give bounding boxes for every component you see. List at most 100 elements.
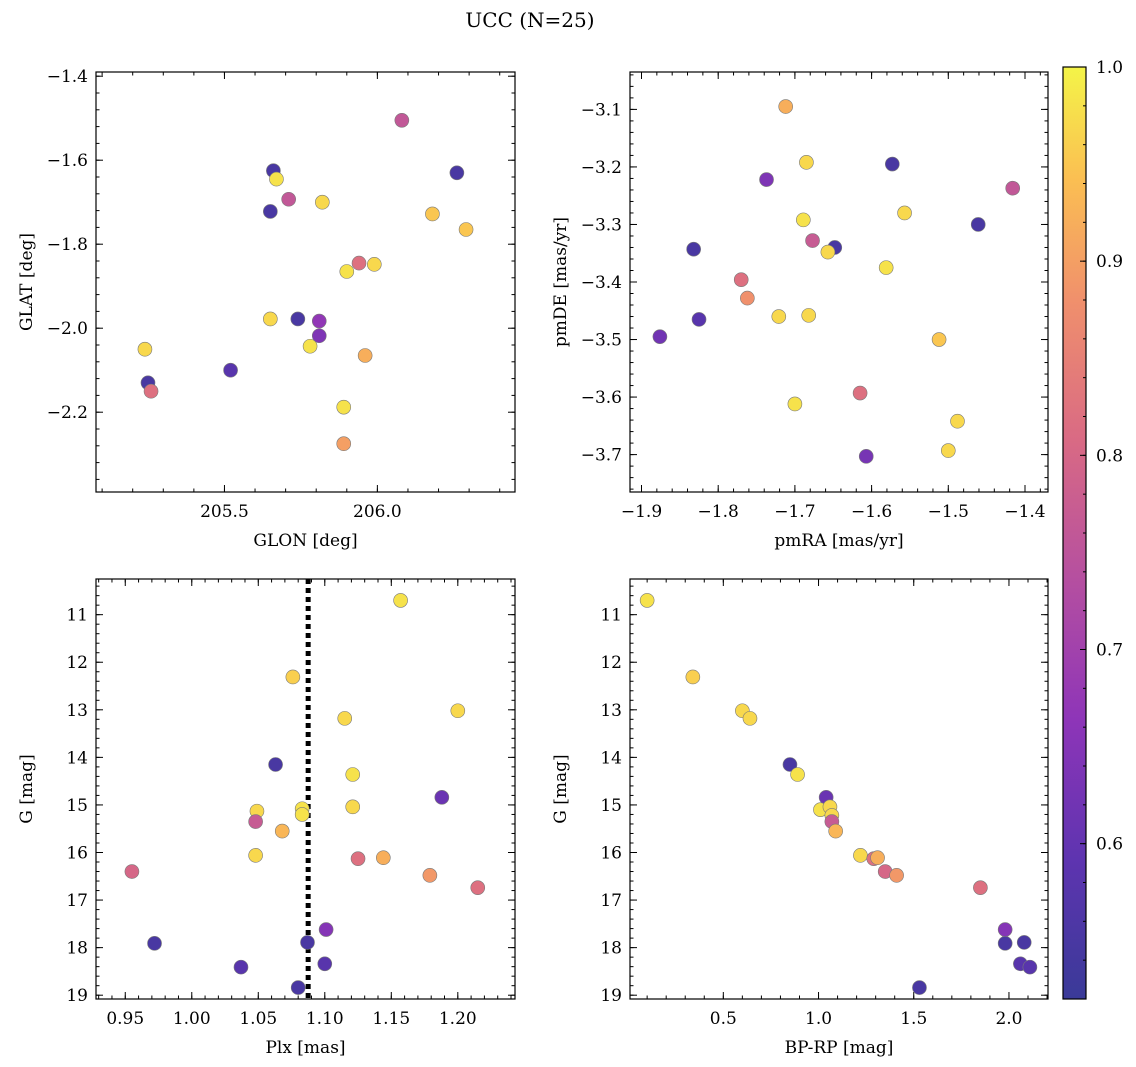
data-point	[294, 807, 310, 822]
data-point	[771, 309, 787, 324]
panel-top-left: 205.5 206.0 −2.2 −2.0 −1.8 −1.6 −1.4 GLON [deg]…	[17, 67, 516, 551]
y-tick-label: 19	[66, 986, 88, 1006]
data-point	[940, 443, 956, 458]
data-point	[470, 880, 486, 895]
data-point	[931, 332, 947, 347]
data-point	[422, 868, 438, 883]
data-point	[870, 850, 885, 866]
data-point	[367, 257, 382, 272]
axis-ticks	[96, 579, 515, 999]
data-point	[885, 156, 900, 172]
y-tick-label: 16	[600, 843, 622, 863]
data-point	[796, 212, 811, 228]
y-axis-label: pmDE [mas/yr]	[551, 217, 571, 347]
colorbar-tick-label: 0.8	[1096, 446, 1123, 466]
y-tick-label: 19	[600, 986, 622, 1006]
x-axis-label: GLON [deg]	[253, 531, 357, 551]
y-tick-label: 13	[66, 701, 88, 721]
data-point	[337, 711, 353, 726]
data-point	[311, 313, 327, 329]
data-point	[434, 790, 450, 805]
data-point	[782, 757, 798, 772]
data-point	[787, 396, 803, 412]
data-layer	[124, 579, 486, 999]
data-point	[351, 255, 367, 271]
x-tick-label: 1.00	[173, 1009, 211, 1029]
data-point	[858, 449, 874, 464]
axis-ticks	[630, 579, 1048, 999]
y-tick-label: 15	[600, 796, 622, 816]
colorbar: 0.6 0.7 0.8 0.9 1.0	[1062, 58, 1123, 1000]
y-axis-label: G [mag]	[17, 754, 37, 823]
data-point	[263, 204, 278, 219]
y-tick-label: 13	[600, 701, 622, 721]
data-point	[1022, 959, 1038, 975]
y-tick-label: 15	[66, 796, 88, 816]
data-point	[350, 851, 366, 866]
data-point	[852, 385, 868, 401]
x-tick-label: −1.8	[698, 502, 739, 522]
data-point	[345, 767, 361, 782]
x-tick-label: 1.05	[239, 1009, 277, 1029]
data-point	[740, 290, 755, 306]
data-point	[1016, 935, 1032, 950]
data-point	[300, 935, 315, 950]
y-tick-label: 16	[66, 843, 88, 863]
data-point	[853, 848, 868, 863]
data-point	[759, 172, 774, 187]
colorbar-tick-label: 1.0	[1096, 58, 1123, 78]
y-tick-label: 14	[600, 748, 622, 768]
data-point	[686, 241, 701, 257]
y-tick-label: −1.4	[47, 67, 88, 87]
data-point	[691, 312, 707, 327]
plot-frame	[629, 578, 1049, 1000]
data-point	[248, 814, 263, 829]
colorbar-tick-label: 0.9	[1096, 252, 1123, 272]
data-point	[290, 980, 306, 995]
data-point	[336, 399, 352, 415]
data-point	[339, 264, 355, 279]
y-tick-label: −3.2	[581, 158, 622, 178]
x-tick-label: 1.15	[372, 1009, 410, 1029]
data-point	[889, 868, 904, 883]
x-tick-label: −1.4	[1004, 502, 1045, 522]
data-point	[425, 206, 440, 222]
data-point	[269, 171, 284, 187]
data-point	[124, 864, 140, 879]
data-point	[318, 922, 334, 937]
data-point	[805, 233, 820, 248]
data-point	[652, 329, 668, 344]
data-point	[268, 757, 283, 772]
y-tick-label: −3.6	[581, 388, 622, 408]
data-point	[950, 413, 965, 429]
plot-frame	[629, 71, 1049, 493]
y-tick-label: −1.8	[47, 235, 88, 255]
y-tick-label: 14	[66, 748, 88, 768]
data-point	[778, 99, 793, 114]
data-point	[449, 165, 465, 181]
y-tick-label: 11	[66, 606, 88, 626]
data-point	[290, 311, 306, 327]
data-point	[336, 436, 352, 452]
x-tick-label: 1.0	[805, 1009, 832, 1029]
panel-bottom-right: 0.5 1.0 1.5 2.0 11 12 13 14 15 16 17 18 19 BP-RP [mag…	[551, 578, 1049, 1058]
data-layer	[652, 99, 1021, 464]
data-point	[137, 341, 153, 357]
y-tick-label: 17	[66, 891, 88, 911]
data-point	[733, 272, 749, 287]
colorbar-tick-label: 0.7	[1096, 641, 1123, 661]
data-point	[345, 799, 361, 815]
axis-ticks	[630, 72, 1048, 492]
y-axis-label: G [mag]	[551, 754, 571, 823]
data-point	[317, 956, 333, 972]
data-point	[281, 191, 296, 207]
data-point	[376, 850, 391, 866]
y-tick-label: 18	[600, 939, 622, 959]
y-tick-label: −2.2	[47, 403, 88, 423]
data-point	[685, 669, 701, 685]
panel-bottom-left: 0.95 1.00 1.05 1.10 1.15 1.20 11 12 13 14 15 16 17 18…	[17, 578, 516, 1058]
data-point	[742, 711, 758, 726]
data-point	[878, 260, 894, 275]
x-tick-label: −1.9	[621, 502, 662, 522]
